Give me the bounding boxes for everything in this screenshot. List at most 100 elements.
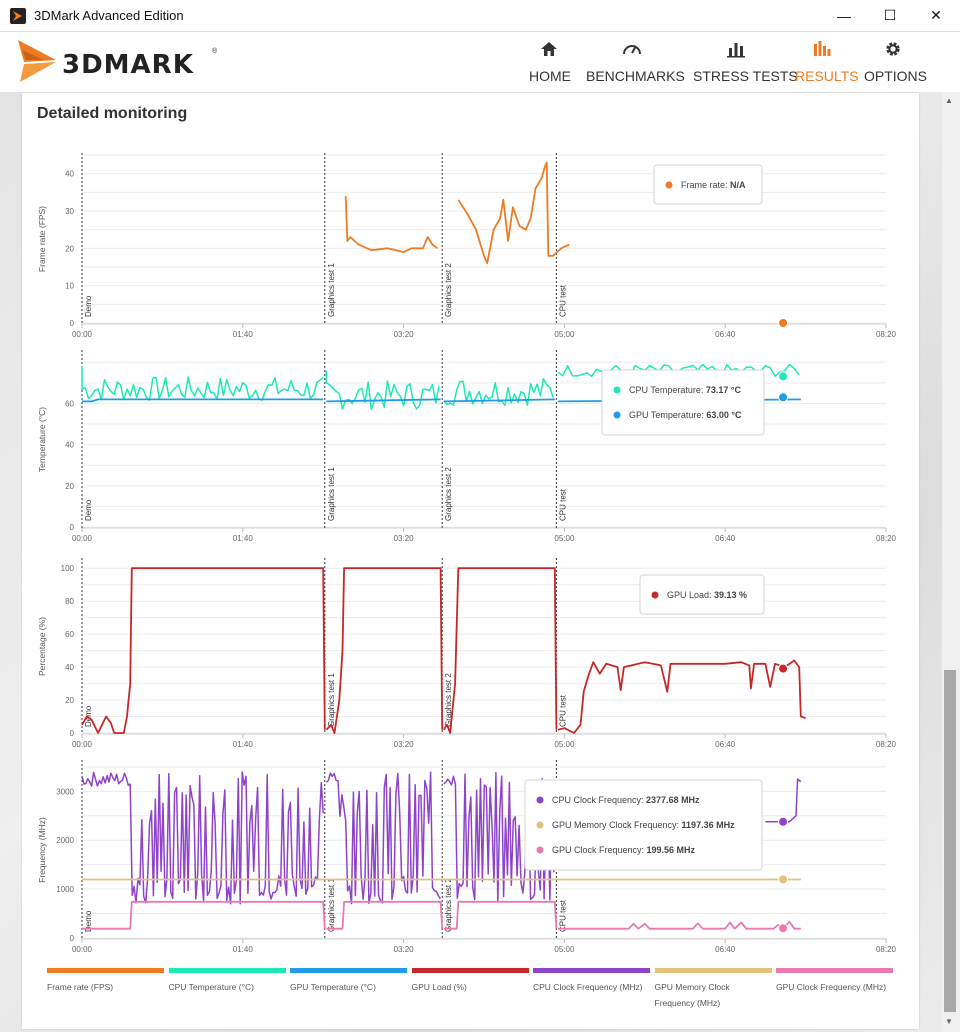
scrollbar-thumb[interactable] — [944, 670, 956, 1012]
brand-name: 3DMARK — [62, 50, 194, 80]
marker-label: Graphics test 2 — [444, 467, 453, 521]
tooltip-label: GPU Load: — [667, 590, 714, 600]
legend-swatch — [168, 968, 286, 973]
legend-item[interactable]: GPU Memory Clock Frequency (MHz) — [654, 968, 772, 1011]
frame-rate-line — [344, 196, 438, 253]
legend-item[interactable]: GPU Load (%) — [411, 968, 529, 995]
y-tick-label: 20 — [65, 696, 74, 705]
brand-logo-icon — [18, 40, 56, 82]
tooltip-value: 1197.36 MHz — [682, 820, 736, 830]
x-tick-label: 03:20 — [394, 740, 415, 749]
y-axis-label: Percentage (%) — [37, 617, 47, 676]
gpu-temperature-hover-point — [778, 392, 789, 403]
nav-home[interactable]: HOME — [529, 38, 571, 88]
close-button[interactable]: ✕ — [913, 0, 959, 31]
tooltip-label: Frame rate: — [681, 180, 730, 190]
y-tick-label: 0 — [70, 523, 75, 532]
marker-label: Graphics test 1 — [327, 467, 336, 521]
window-title: 3DMark Advanced Edition — [34, 8, 184, 23]
tooltip-value: 2377.68 MHz — [646, 795, 700, 805]
scroll-down-icon[interactable]: ▼ — [945, 1017, 953, 1026]
tooltip-text: GPU Temperature: 63.00 °C — [629, 410, 742, 420]
legend-swatch — [290, 968, 407, 973]
y-tick-label: 60 — [65, 630, 74, 639]
app-icon — [10, 8, 26, 24]
legend-item[interactable]: CPU Clock Frequency (MHz) — [533, 968, 650, 995]
detailed-monitoring-panel: Detailed monitoring — [22, 93, 919, 1029]
gpu-load-line — [81, 567, 326, 734]
legend-item[interactable]: GPU Clock Frequency (MHz) — [776, 968, 893, 995]
tooltip-label: GPU Memory Clock Frequency: — [552, 820, 682, 830]
y-tick-label: 2000 — [56, 836, 74, 845]
legend-label: GPU Memory Clock Frequency (MHz) — [654, 982, 730, 1008]
x-tick-label: 05:00 — [554, 534, 575, 543]
x-tick-label: 06:40 — [715, 945, 736, 954]
x-tick-label: 03:20 — [394, 945, 415, 954]
legend-swatch — [411, 968, 529, 973]
tooltip-label: GPU Temperature: — [629, 410, 706, 420]
nav-label: HOME — [529, 68, 571, 84]
x-tick-label: 05:00 — [554, 330, 575, 339]
results-icon — [795, 40, 849, 62]
gpu-temperature-line — [443, 398, 555, 403]
gpu-load-hover-point — [778, 663, 789, 674]
marker-label: Demo — [84, 705, 93, 727]
x-tick-label: 08:20 — [876, 945, 897, 954]
tooltip-text: CPU Temperature: 73.17 °C — [629, 385, 741, 395]
legend-swatch — [654, 968, 772, 973]
y-tick-label: 60 — [65, 399, 74, 408]
x-tick-label: 01:40 — [233, 534, 254, 543]
gpu-clock-line — [558, 921, 801, 930]
scroll-up-icon[interactable]: ▲ — [945, 96, 953, 105]
nav-results[interactable]: RESULTS — [795, 38, 859, 88]
legend-item[interactable]: CPU Temperature (°C) — [168, 968, 286, 995]
maximize-icon: ☐ — [883, 7, 897, 23]
nav-options[interactable]: OPTIONS — [864, 38, 927, 88]
brand-logo[interactable]: 3DMARK ® — [16, 36, 218, 86]
nav-label: BENCHMARKS — [586, 68, 685, 84]
y-tick-label: 1000 — [56, 885, 74, 894]
x-tick-label: 01:40 — [233, 330, 254, 339]
x-tick-label: 01:40 — [233, 740, 254, 749]
tooltip-box — [653, 164, 763, 205]
legend-label: GPU Temperature (°C) — [290, 982, 376, 992]
cpu-temperature-line — [81, 366, 324, 401]
x-tick-label: 01:40 — [233, 945, 254, 954]
vertical-scrollbar[interactable]: ▲ ▼ — [942, 92, 960, 1032]
tooltip-box — [601, 369, 765, 436]
chart-fps: 0 10 20 30 40 Frame rate (FPS) 00:00 01:40 03:20… — [37, 153, 897, 339]
x-tick-label: 06:40 — [715, 740, 736, 749]
marker-label: CPU test — [558, 284, 567, 317]
y-tick-label: 30 — [65, 207, 74, 216]
nav-stress-tests[interactable]: STRESS TESTS — [693, 38, 798, 88]
tooltip-box — [639, 574, 765, 615]
tooltip-text: Frame rate: N/A — [681, 180, 746, 190]
minimize-button[interactable]: — — [821, 0, 867, 31]
cpu-temperature-line — [443, 377, 554, 407]
tooltip-swatch — [536, 846, 544, 854]
tooltip-label: CPU Temperature: — [629, 385, 706, 395]
nav-label: STRESS TESTS — [693, 68, 798, 84]
marker-label: Graphics test 1 — [327, 878, 336, 932]
y-tick-label: 20 — [65, 482, 74, 491]
brand-registered-mark: ® — [212, 48, 218, 55]
maximize-button[interactable]: ☐ — [867, 0, 913, 31]
chart-freq: 0 1000 2000 3000 Frequency (MHz) 00:00 01:40 03… — [37, 760, 897, 954]
x-tick-label: 06:40 — [715, 534, 736, 543]
x-tick-label: 00:00 — [72, 330, 93, 339]
gpu-clock-line — [443, 900, 558, 930]
x-tick-label: 00:00 — [72, 945, 93, 954]
marker-label: Demo — [84, 295, 93, 317]
marker-label: Graphics test 2 — [444, 263, 453, 317]
gpu-temperature-line — [326, 398, 441, 403]
legend-item[interactable]: GPU Temperature (°C) — [290, 968, 407, 995]
nav-benchmarks[interactable]: BENCHMARKS — [586, 38, 685, 88]
tooltip-value: N/A — [730, 180, 746, 190]
legend-item[interactable]: Frame rate (FPS) — [47, 968, 164, 995]
tooltip-text: GPU Memory Clock Frequency: 1197.36 MHz — [552, 820, 735, 830]
legend-label: CPU Temperature (°C) — [168, 982, 254, 992]
tooltip-value: 63.00 °C — [706, 410, 742, 420]
legend-swatch — [47, 968, 164, 973]
nav-label: RESULTS — [795, 68, 859, 84]
